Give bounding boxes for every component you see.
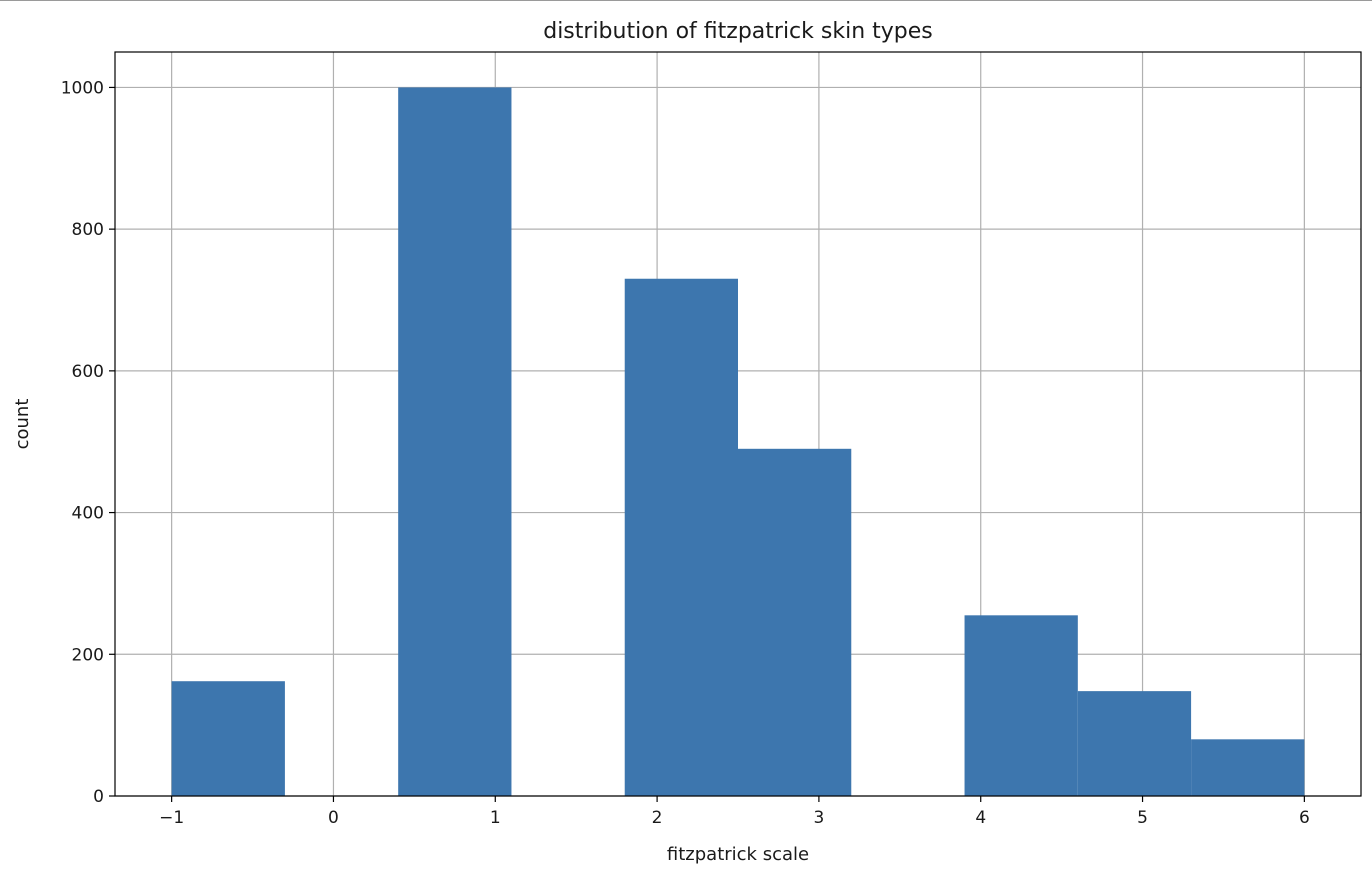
histogram-bar — [171, 681, 285, 796]
histogram-bar — [1191, 739, 1305, 796]
plot-frame — [114, 51, 1362, 797]
y-tick-label: 1000 — [61, 78, 104, 98]
x-tick-label: 6 — [1299, 808, 1310, 828]
histogram-bars — [171, 87, 1305, 796]
histogram-bar — [964, 615, 1078, 796]
y-axis-ticks: 0 200 400 600 800 1000 — [61, 78, 115, 807]
y-tick-label: 800 — [72, 220, 104, 240]
y-tick-label: 400 — [72, 504, 104, 524]
x-tick-label: 5 — [1137, 808, 1148, 828]
histogram-bar — [1077, 691, 1192, 796]
x-tick-label: 3 — [813, 808, 824, 828]
x-tick-label: 2 — [652, 808, 663, 828]
x-axis-ticks: −1 0 1 2 3 4 5 6 — [159, 796, 1310, 828]
chart-title: distribution of fitzpatrick skin types — [543, 19, 933, 44]
histogram-bar — [624, 278, 738, 796]
x-tick-label: 1 — [490, 808, 501, 828]
y-tick-label: 600 — [72, 362, 104, 382]
y-tick-label: 200 — [72, 645, 104, 665]
y-axis-label: count — [12, 399, 33, 450]
y-tick-label: 0 — [93, 787, 104, 807]
x-tick-label: −1 — [159, 808, 184, 828]
histogram-bar — [738, 448, 852, 796]
x-tick-label: 0 — [328, 808, 339, 828]
x-tick-label: 4 — [975, 808, 986, 828]
top-divider — [0, 0, 1372, 1]
x-axis-label: fitzpatrick scale — [667, 844, 809, 865]
histogram-bar — [398, 87, 512, 796]
